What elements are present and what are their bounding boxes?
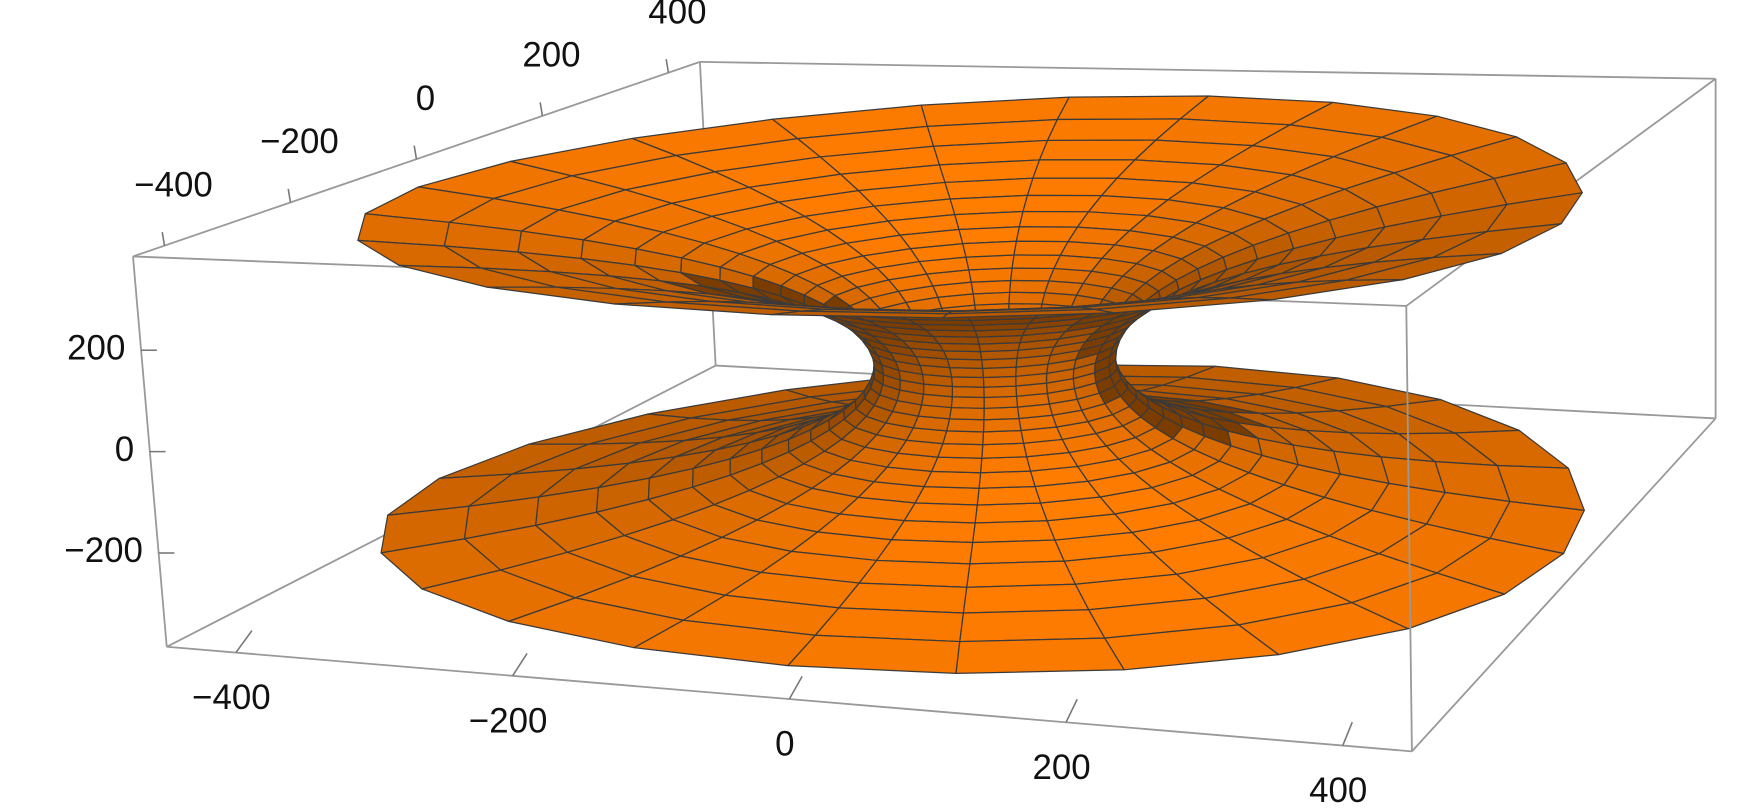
- surface-patch: [962, 583, 1090, 614]
- surface-patch: [1013, 240, 1069, 256]
- surface-patch: [1015, 226, 1078, 243]
- surface-patch: [787, 634, 961, 675]
- surface-patch: [949, 367, 984, 379]
- z-tick-label: 200: [67, 328, 125, 367]
- surface-patch: [890, 520, 976, 544]
- surface-patch: [978, 470, 1036, 489]
- surface-patch: [614, 301, 801, 316]
- box-edge: [1405, 305, 1413, 752]
- surface-patch: [983, 406, 1020, 421]
- x-tick: [511, 653, 528, 677]
- surface-patch: [982, 429, 1025, 446]
- y-tick: [287, 188, 292, 203]
- surface-patch: [923, 470, 982, 489]
- surface-patch: [972, 520, 1056, 544]
- y-tick-label: 0: [416, 79, 435, 118]
- surface-patch: [914, 486, 980, 506]
- x-tick: [788, 675, 803, 700]
- surface-patch: [1026, 177, 1118, 197]
- y-tick: [413, 145, 418, 160]
- surface-patch: [950, 376, 985, 388]
- y-tick: [665, 59, 670, 73]
- y-tick: [161, 232, 166, 246]
- surface-patch: [1011, 254, 1061, 270]
- x-tick-label: −400: [192, 678, 271, 717]
- y-tick-label: 400: [648, 0, 706, 31]
- surface-patch: [955, 637, 1125, 675]
- surface-patch: [981, 442, 1028, 459]
- surface-patch: [966, 560, 1076, 588]
- surface-patch: [875, 539, 974, 565]
- x-tick: [235, 630, 253, 654]
- y-tick: [539, 102, 544, 117]
- x-tick-label: 0: [775, 725, 794, 764]
- surface-patch: [633, 619, 816, 667]
- x-tick-label: −200: [469, 701, 548, 740]
- surface-patch: [982, 375, 1017, 388]
- surface-patch: [1010, 267, 1055, 282]
- y-tick-label: −200: [260, 122, 339, 161]
- x-tick: [1342, 721, 1353, 746]
- surface-patch: [937, 442, 984, 459]
- surface-patch: [948, 406, 985, 421]
- surface-patch: [983, 385, 1018, 399]
- surface-patch: [1008, 291, 1046, 305]
- surface-patch: [946, 418, 985, 433]
- surface-patch: [951, 385, 985, 399]
- surface-patch: [1038, 139, 1157, 161]
- x-tick-label: 400: [1309, 771, 1367, 810]
- surface-patch: [950, 396, 985, 409]
- surface-patch: [976, 485, 1042, 506]
- surface-patch: [1018, 210, 1089, 228]
- surface-patch: [942, 350, 983, 361]
- z-tick-label: −200: [64, 531, 143, 570]
- surface-patch: [946, 358, 984, 369]
- box-edge: [1411, 417, 1717, 752]
- surface-patch: [1032, 159, 1136, 179]
- surface-patch: [983, 395, 1019, 409]
- surface-patch: [979, 456, 1032, 474]
- surface-patch: [1022, 194, 1103, 213]
- surface-patch: [982, 417, 1022, 433]
- surface-patch: [959, 609, 1106, 643]
- surface-patch: [1008, 279, 1050, 294]
- surface-patch: [974, 502, 1048, 524]
- box-edge: [699, 60, 1716, 80]
- surface-patch: [930, 456, 983, 474]
- z-tick-label: 0: [115, 430, 134, 469]
- surface-patch: [969, 539, 1065, 565]
- x-tick-label: 200: [1032, 748, 1090, 787]
- surface-patch: [942, 430, 985, 446]
- y-tick-label: 200: [522, 36, 580, 75]
- surface-patch: [903, 502, 978, 524]
- y-tick-label: −400: [134, 165, 213, 204]
- x-tick: [1065, 698, 1078, 723]
- surface-patch: [962, 240, 1017, 258]
